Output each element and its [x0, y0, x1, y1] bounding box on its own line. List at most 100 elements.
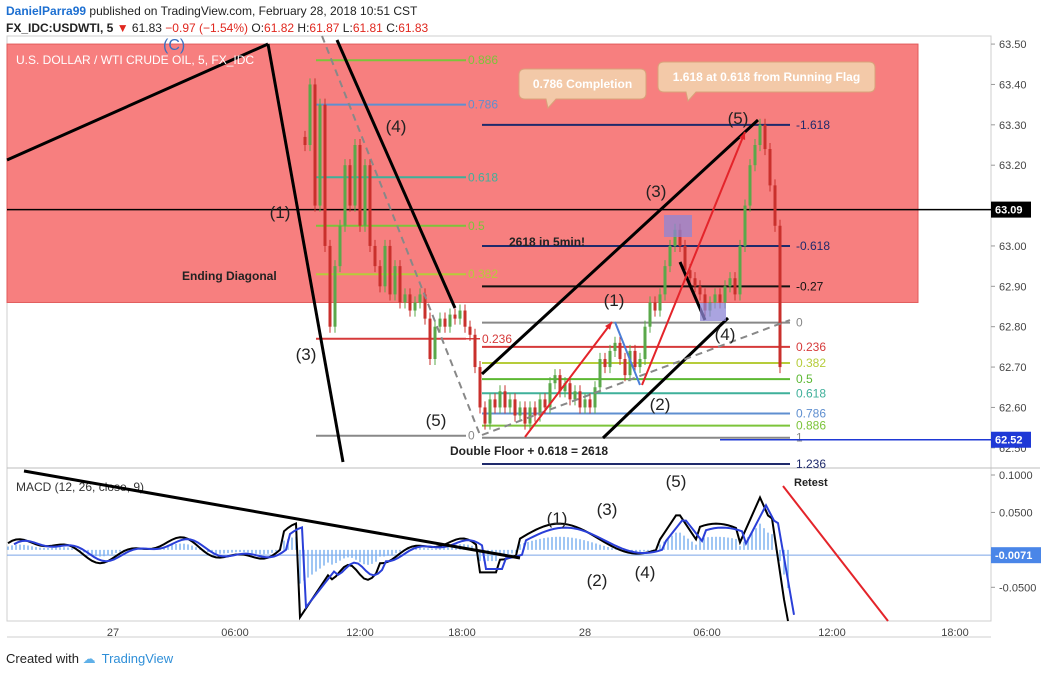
- price-tick-label: 63.50: [999, 39, 1027, 51]
- candles-group: [303, 78, 782, 430]
- callout-completion-text: 0.786 Completion: [533, 77, 632, 91]
- low-label: L:: [342, 21, 353, 35]
- open-label: O:: [251, 21, 265, 35]
- time-tick-label: 06:00: [221, 627, 249, 639]
- chart-header: DanielParra99 published on TradingView.c…: [6, 3, 428, 37]
- fib-ext-label: 0.618: [796, 386, 826, 400]
- candle-body: [313, 84, 317, 206]
- trend-line-c: [6, 42, 269, 162]
- candle-body: [563, 383, 567, 392]
- macd-trendline: [23, 469, 521, 560]
- candle-body: [758, 124, 762, 146]
- diagonal-upper-line: [335, 39, 457, 309]
- candle-body: [338, 225, 342, 267]
- candle-body: [543, 399, 547, 408]
- macd-wave-label: (3): [597, 500, 618, 519]
- candle-body: [433, 326, 437, 359]
- price-tick-label: 62.80: [999, 322, 1027, 334]
- wave1-arrow: [524, 321, 613, 438]
- candle-body: [548, 383, 552, 408]
- down-arrow-icon: ▼: [116, 21, 129, 35]
- candle-body: [453, 314, 457, 319]
- macd-wave-label: (2): [587, 571, 608, 590]
- candle-body: [648, 302, 652, 327]
- price-tick-label: 63.30: [999, 120, 1027, 132]
- candle-body: [643, 326, 647, 359]
- flag-box-bottom: [700, 303, 726, 321]
- close-value: 61.83: [398, 21, 429, 35]
- candle-body: [733, 278, 737, 295]
- price-change: −0.97 (−1.54%): [165, 21, 249, 35]
- fib-ext-label: 1.236: [796, 457, 826, 471]
- macd-line: [7, 494, 789, 622]
- candle-body: [363, 165, 367, 226]
- plot-frame: [6, 35, 992, 622]
- macd-tick-label: 0.1000: [999, 470, 1033, 482]
- candle-body: [423, 294, 427, 319]
- candle-body: [343, 165, 347, 226]
- candle-body: [418, 294, 422, 303]
- candle-body: [603, 358, 607, 368]
- open-value: 61.82: [264, 21, 295, 35]
- fib-ext-label: 0: [796, 316, 803, 330]
- candle-body: [723, 286, 727, 303]
- candle-body: [333, 266, 337, 327]
- channel-lower-line: [601, 316, 730, 440]
- candle-body: [593, 387, 597, 408]
- candle-body: [393, 266, 397, 295]
- fib-ext-label: -0.27: [796, 279, 824, 293]
- wave-label: (5): [728, 109, 749, 128]
- candle-body: [583, 399, 587, 408]
- macd-wave-label: (1): [547, 509, 568, 528]
- candle-body: [403, 294, 407, 303]
- candle-body: [513, 399, 517, 416]
- callout-running-flag-text: 1.618 at 0.618 from Running Flag: [673, 70, 860, 84]
- double-floor-label: Double Floor + 0.618 = 2618: [450, 444, 608, 458]
- macd-wave-label: (4): [635, 563, 656, 582]
- candle-body: [738, 245, 742, 295]
- price-tick-label: 63.00: [999, 241, 1027, 253]
- high-label: H:: [297, 21, 310, 35]
- fib-ext-label: 0.5: [796, 372, 813, 386]
- time-tick-label: 18:00: [448, 627, 476, 639]
- dashed-projection-right: [481, 319, 791, 436]
- candle-body: [428, 318, 432, 359]
- wave-label: (2): [650, 395, 671, 414]
- price-tag-label: 63.09: [995, 205, 1023, 217]
- candle-body: [493, 399, 497, 408]
- time-tick-label: 27: [107, 627, 119, 639]
- macd-current-tag-label: -0.0071: [995, 550, 1032, 562]
- time-tick-label: 12:00: [818, 627, 846, 639]
- price-tick-label: 62.90: [999, 281, 1027, 293]
- macd-retest-projection: [782, 485, 889, 622]
- ending-diagonal-label: Ending Diagonal: [182, 269, 277, 283]
- candle-body: [703, 294, 707, 311]
- candle-body: [318, 104, 322, 206]
- candle-body: [533, 407, 537, 416]
- wave5-arrow: [641, 131, 746, 386]
- candle-body: [528, 407, 532, 424]
- candle-body: [568, 383, 572, 400]
- wave-label: (3): [296, 345, 317, 364]
- macd-current-tag: [991, 547, 1041, 564]
- candle-body: [448, 314, 452, 327]
- candle-body: [473, 334, 477, 368]
- candle-body: [328, 245, 332, 327]
- candle-body: [478, 367, 482, 408]
- candle-body: [753, 145, 757, 166]
- candle-body: [378, 266, 382, 287]
- channel-upper-line: [480, 118, 760, 376]
- candle-body: [653, 302, 657, 311]
- candle-body: [383, 245, 387, 287]
- candle-body: [408, 294, 412, 311]
- fib-level-label: 0.786: [468, 98, 498, 112]
- tradingview-link[interactable]: TradingView: [101, 651, 174, 666]
- candle-body: [373, 245, 377, 267]
- candle-body: [663, 266, 667, 295]
- candle-body: [458, 310, 462, 319]
- wave-label: (3): [646, 182, 667, 201]
- author-name[interactable]: DanielParra99: [6, 4, 87, 18]
- callout-running-flag-bubble: [657, 61, 876, 103]
- fib-ext-label: -0.618: [796, 239, 830, 253]
